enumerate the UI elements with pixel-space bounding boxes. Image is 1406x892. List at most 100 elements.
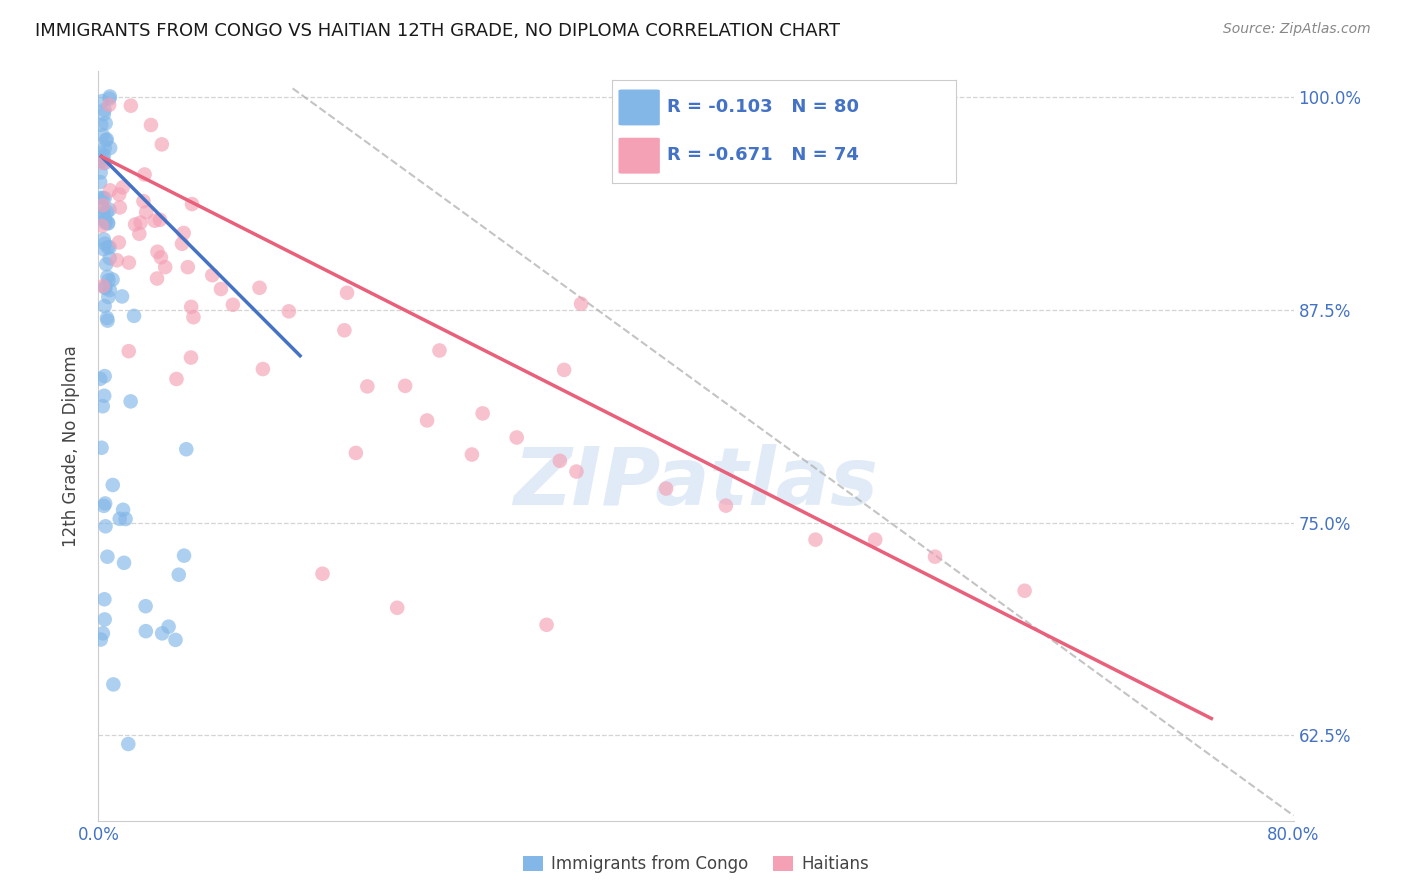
Point [93, 612, 115, 626]
Point [1014, 583, 1036, 598]
Point [865, 533, 887, 547]
Point [94, 216, 117, 230]
Point [96, 549, 118, 564]
Point [166, 372, 188, 386]
Point [536, 617, 558, 632]
Point [143, 213, 166, 227]
Point [93, 103, 115, 117]
Point [94, 116, 117, 130]
Point [112, 503, 135, 517]
Point [90, 441, 112, 455]
Legend: Immigrants from Congo, Haitians: Immigrants from Congo, Haitians [516, 848, 876, 880]
Point [91, 219, 114, 233]
Point [96, 132, 118, 146]
Point [93, 232, 115, 246]
Point [96, 269, 118, 284]
Point [655, 482, 678, 496]
Point [101, 478, 124, 492]
Point [114, 512, 136, 526]
Point [553, 363, 575, 377]
Point [118, 344, 141, 359]
Point [174, 442, 197, 457]
Y-axis label: 12th Grade, No Diploma: 12th Grade, No Diploma [62, 345, 80, 547]
Point [91, 208, 114, 222]
Point [146, 271, 169, 285]
Point [385, 600, 409, 615]
Point [91, 399, 114, 413]
Point [201, 268, 224, 283]
Point [94, 141, 117, 155]
Point [471, 406, 494, 420]
Point [157, 620, 180, 634]
Point [97, 240, 120, 254]
Point [416, 413, 439, 427]
Point [1133, 822, 1156, 837]
Point [91, 626, 114, 640]
FancyBboxPatch shape [619, 89, 659, 126]
Point [569, 297, 592, 311]
Point [111, 180, 134, 194]
Point [91, 198, 114, 212]
Point [139, 118, 162, 132]
Point [150, 626, 173, 640]
Point [89, 175, 111, 189]
Point [333, 323, 356, 337]
Point [118, 255, 141, 269]
Text: Source: ZipAtlas.com: Source: ZipAtlas.com [1223, 22, 1371, 37]
Point [165, 632, 187, 647]
Point [93, 299, 115, 313]
Point [98, 240, 121, 254]
Point [98, 183, 121, 197]
Point [96, 313, 118, 327]
Point [356, 379, 378, 393]
Point [98, 98, 121, 112]
Point [98, 89, 121, 103]
Point [98, 141, 121, 155]
Point [146, 244, 169, 259]
Point [97, 216, 120, 230]
Point [94, 280, 117, 294]
Point [170, 236, 193, 251]
Point [135, 624, 157, 639]
Point [94, 214, 117, 228]
Point [93, 148, 115, 162]
Point [149, 212, 172, 227]
Point [506, 430, 529, 444]
Point [135, 205, 157, 219]
Point [429, 343, 451, 358]
Point [714, 499, 737, 513]
Point [91, 151, 114, 165]
Text: R = -0.103   N = 80: R = -0.103 N = 80 [666, 98, 859, 117]
Point [93, 389, 115, 403]
Point [344, 446, 367, 460]
Point [173, 226, 195, 240]
Point [252, 362, 274, 376]
Point [90, 118, 112, 132]
Point [96, 257, 118, 271]
Point [91, 191, 114, 205]
Point [97, 273, 120, 287]
Point [94, 236, 117, 251]
Point [122, 309, 145, 323]
Point [108, 187, 131, 202]
Point [98, 92, 121, 106]
Point [103, 677, 125, 691]
Point [120, 98, 142, 112]
Point [105, 253, 128, 268]
Point [93, 156, 115, 170]
Point [209, 282, 232, 296]
Point [98, 283, 121, 297]
Point [112, 556, 135, 570]
Point [94, 281, 117, 295]
Point [93, 499, 115, 513]
Point [129, 216, 152, 230]
Point [93, 242, 115, 256]
Point [90, 145, 112, 160]
Point [91, 154, 114, 169]
Point [94, 213, 117, 227]
Point [96, 310, 118, 325]
Point [108, 235, 131, 250]
Point [96, 204, 118, 219]
Point [91, 94, 114, 108]
Point [94, 519, 117, 533]
